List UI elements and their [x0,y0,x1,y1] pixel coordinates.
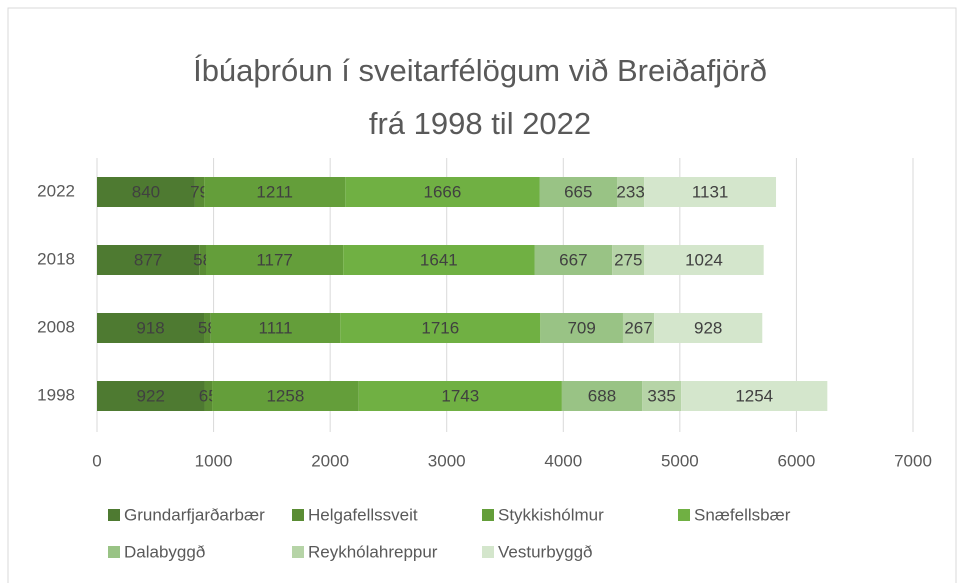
data-label: 665 [564,182,592,201]
x-tick-label: 4000 [544,451,582,470]
data-label: 709 [567,318,595,337]
legend-label: Snæfellsbær [694,505,791,524]
data-label: 667 [559,250,587,269]
legend-label: Helgafellssveit [308,505,418,524]
legend-label: Dalabyggð [124,542,205,561]
legend-swatch [482,546,494,558]
legend-label: Vesturbyggð [498,542,593,561]
data-label: 877 [134,250,162,269]
y-tick-label: 2022 [37,181,75,200]
bar-segment [654,313,763,343]
x-tick-label: 0 [92,451,101,470]
bar-segment [210,313,341,343]
data-label: 840 [132,182,160,201]
data-label: 335 [647,386,675,405]
y-tick-label: 1998 [37,385,75,404]
bar-segment [561,381,643,411]
bar-segment [97,313,205,343]
legend-swatch [108,546,120,558]
y-tick-label: 2008 [37,317,75,336]
data-label: 1666 [423,182,461,201]
bar-segment [345,177,540,207]
bar-segment [204,381,213,411]
x-tick-label: 7000 [894,451,932,470]
data-label: 928 [694,318,722,337]
data-label: 1211 [256,182,293,201]
legend-label: Stykkishólmur [498,505,604,524]
bar-segment [644,245,764,275]
bar-segment [622,313,655,343]
legend-swatch [292,509,304,521]
data-label: 1024 [685,250,723,269]
bar-segment [97,245,200,275]
x-tick-label: 5000 [661,451,699,470]
x-tick-label: 6000 [778,451,816,470]
bar-segment [204,177,346,207]
chart-title: Íbúaþróun í sveitarfélögum við Breiðafjö… [193,53,767,141]
data-label: 1254 [735,386,773,405]
legend-swatch [482,509,494,521]
data-label: 275 [614,250,642,269]
bar-segment [612,245,645,275]
bar-segment [358,381,562,411]
bar-segment [199,245,206,275]
bar-segment [539,177,618,207]
data-label: 1258 [266,386,304,405]
bar-segment [205,245,344,275]
x-tick-label: 3000 [428,451,466,470]
legend-swatch [108,509,120,521]
data-label: 688 [588,386,616,405]
bar-segment [340,313,541,343]
data-label: 1111 [259,318,293,337]
x-tick-label: 1000 [195,451,233,470]
data-label: 918 [136,318,164,337]
bar-segment [212,381,359,411]
bar-segment [97,177,195,207]
data-label: 1743 [441,386,479,405]
bar-segment [204,313,211,343]
bar-segment [617,177,645,207]
data-label: 1716 [421,318,459,337]
legend-swatch [678,509,690,521]
bar-segment [540,313,623,343]
chart-frame [7,7,957,583]
bar-segment [644,177,777,207]
bar-segment [534,245,613,275]
y-tick-label: 2018 [37,249,75,268]
bar-segment [343,245,535,275]
bar-segment [97,381,205,411]
x-tick-label: 2000 [311,451,349,470]
data-label: 1641 [420,250,458,269]
bar-segment [681,381,828,411]
data-label: 1177 [256,250,293,269]
data-label: 267 [624,318,652,337]
data-label: 233 [616,182,644,201]
data-label: 1131 [692,182,729,201]
legend-label: Grundarfjarðarbær [124,505,265,524]
bar-segment [642,381,682,411]
data-label: 922 [137,386,165,405]
bar-segment [194,177,205,207]
legend-label: Reykhólahreppur [308,542,438,561]
legend-swatch [292,546,304,558]
